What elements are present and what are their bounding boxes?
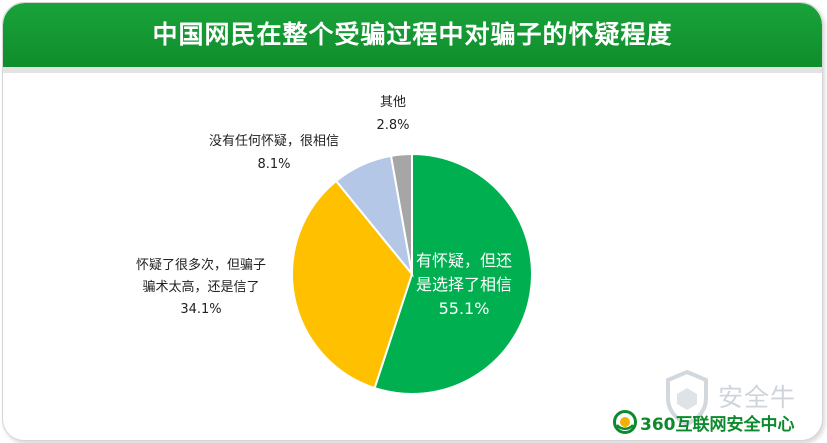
pie-slice-3 [389, 152, 413, 275]
chart-title: 中国网民在整个受骗过程中对骗子的怀疑程度 [152, 20, 673, 49]
slice-label-line-2-0: 没有任何怀疑，很相信 [209, 133, 339, 149]
slice-value-1: 34.1% [180, 302, 221, 317]
pie-slice-1 [291, 179, 414, 390]
slice-label-line-0-0: 有怀疑，但还 [416, 251, 512, 270]
slice-value-3: 2.8% [376, 118, 409, 133]
360-logo-icon [613, 410, 637, 434]
slice-label-line-1-1: 骗术太高，还是信了 [142, 279, 259, 295]
slice-label-line-1-0: 怀疑了很多次，但骗子 [136, 257, 266, 273]
slice-label-line-0-1: 是选择了相信 [416, 275, 512, 294]
pie-slices [291, 152, 534, 395]
shield-watermark-icon [666, 369, 708, 427]
slice-label-line-3-0: 其他 [380, 95, 406, 110]
pie-slice-0 [373, 152, 534, 395]
slice-label-3: 其他 2.8% [376, 95, 409, 133]
watermark-text: 安全牛 [718, 383, 797, 412]
slice-value-0: 55.1% [439, 299, 490, 318]
slice-label-2: 没有任何怀疑，很相信 8.1% [209, 133, 339, 172]
slice-label-1: 怀疑了很多次，但骗子骗术太高，还是信了 34.1% [136, 257, 266, 317]
footer-brand: 360互联网安全中心 [640, 415, 795, 435]
slice-label-0: 有怀疑，但还是选择了相信 55.1% [416, 251, 512, 318]
title-banner [3, 3, 822, 73]
pie-labels: 有怀疑，但还是选择了相信 55.1% 怀疑了很多次，但骗子骗术太高，还是信了 34.1… [136, 95, 512, 318]
slice-value-2: 8.1% [257, 157, 290, 172]
